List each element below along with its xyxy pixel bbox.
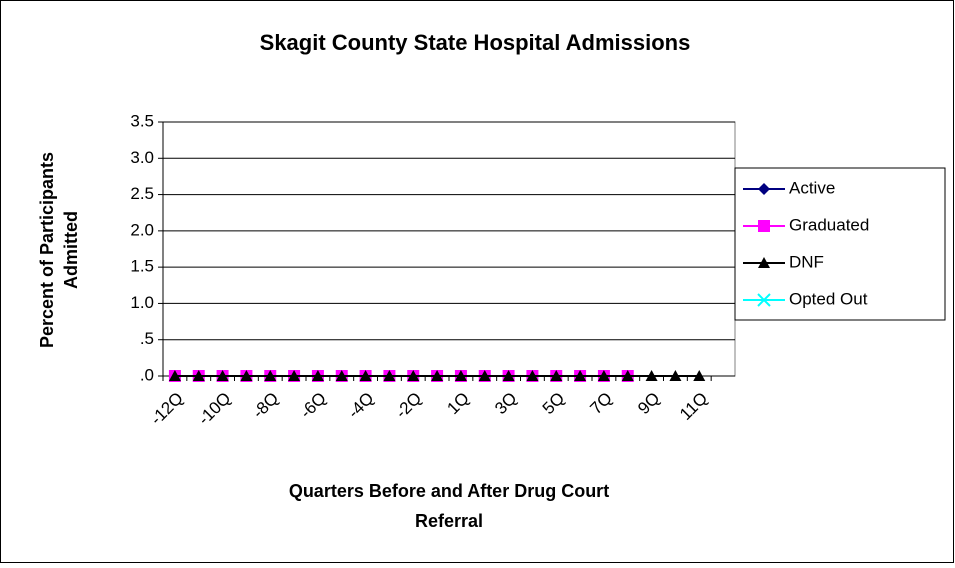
x-axis-title: Quarters Before and After Drug Court Refe… bbox=[289, 481, 609, 531]
y-tick-label: 2.5 bbox=[130, 184, 154, 203]
y-tick-label: 1.5 bbox=[130, 257, 154, 276]
legend-label: Graduated bbox=[789, 215, 869, 234]
y-tick-label: 3.5 bbox=[130, 111, 154, 130]
marker bbox=[311, 370, 324, 381]
legend-marker bbox=[758, 183, 770, 195]
legend-marker bbox=[758, 257, 770, 268]
marker bbox=[216, 370, 229, 381]
y-axis-title: Percent of Participants Admitted bbox=[37, 152, 81, 348]
marker bbox=[359, 370, 372, 381]
marker bbox=[550, 370, 563, 381]
marker bbox=[693, 370, 706, 381]
marker bbox=[431, 370, 444, 381]
legend-marker bbox=[757, 293, 771, 307]
legend-label: DNF bbox=[789, 252, 824, 271]
marker bbox=[621, 370, 634, 381]
marker bbox=[168, 370, 181, 381]
marker bbox=[383, 370, 396, 381]
legend-marker bbox=[758, 220, 770, 232]
y-tick-label: 2.0 bbox=[130, 220, 154, 239]
legend-label: Active bbox=[789, 178, 835, 197]
marker bbox=[407, 370, 420, 381]
marker bbox=[597, 370, 610, 381]
marker bbox=[264, 370, 277, 381]
y-tick-label: .0 bbox=[140, 365, 154, 384]
chart-title: Skagit County State Hospital Admissions bbox=[260, 30, 691, 55]
marker bbox=[454, 370, 467, 381]
marker bbox=[526, 370, 539, 381]
plot-area bbox=[162, 121, 736, 377]
marker bbox=[669, 370, 682, 381]
y-tick-label: 3.0 bbox=[130, 148, 154, 167]
marker bbox=[645, 370, 658, 381]
y-tick-label: 1.0 bbox=[130, 293, 154, 312]
marker bbox=[478, 370, 491, 381]
y-tick-label: .5 bbox=[140, 329, 154, 348]
marker bbox=[240, 370, 253, 381]
marker bbox=[335, 370, 348, 381]
marker bbox=[574, 370, 587, 381]
marker bbox=[192, 370, 205, 381]
marker bbox=[502, 370, 515, 381]
legend-label: Opted Out bbox=[789, 289, 868, 308]
marker bbox=[288, 370, 301, 381]
